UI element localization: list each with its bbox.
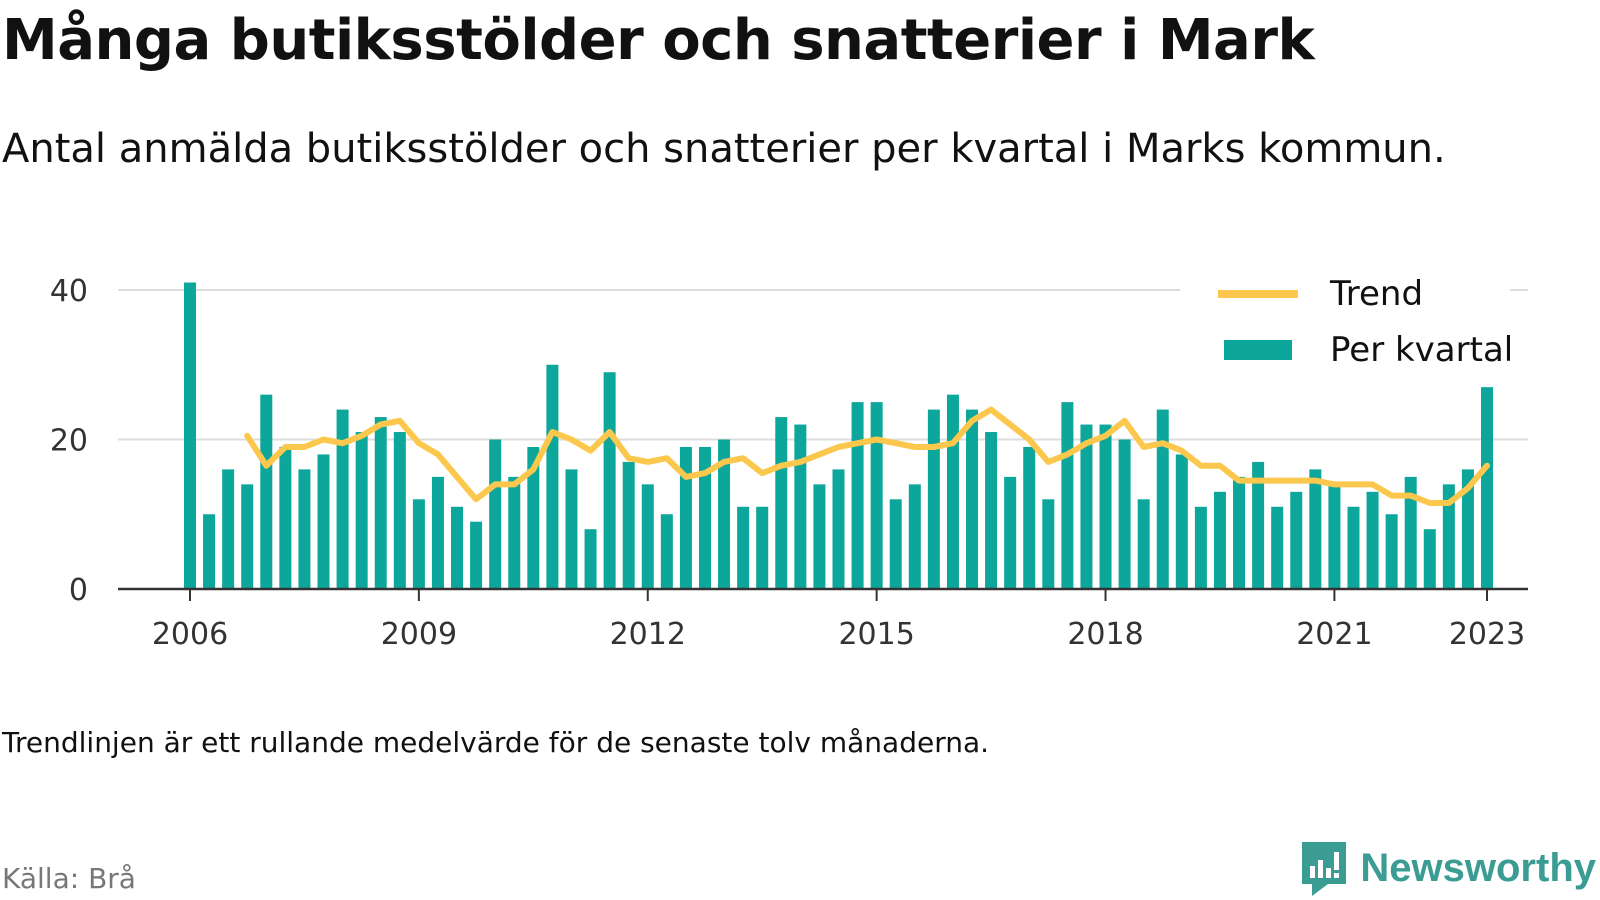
legend-label-per-kvartal: Per kvartal bbox=[1330, 330, 1513, 370]
bar bbox=[698, 446, 711, 589]
bar bbox=[1271, 506, 1284, 589]
bar bbox=[355, 432, 368, 589]
bar bbox=[889, 499, 902, 589]
y-tick-label: 0 bbox=[69, 573, 88, 608]
bar bbox=[393, 432, 406, 589]
y-tick-label: 40 bbox=[50, 274, 88, 309]
x-tick-label: 2006 bbox=[152, 617, 228, 652]
bar bbox=[794, 424, 807, 589]
bar bbox=[966, 409, 979, 589]
bar bbox=[1194, 506, 1207, 589]
line-series-trend bbox=[244, 406, 1490, 506]
bar bbox=[927, 409, 940, 589]
bar bbox=[1366, 491, 1379, 589]
bar bbox=[660, 514, 673, 589]
brand-logo: Newsworthy bbox=[1298, 838, 1596, 898]
bar bbox=[679, 446, 692, 589]
bar bbox=[451, 506, 464, 589]
bar bbox=[1175, 454, 1188, 589]
bar bbox=[1118, 439, 1131, 589]
bar bbox=[431, 476, 444, 589]
trend-line bbox=[244, 406, 1490, 506]
newsworthy-logo-icon bbox=[1302, 842, 1347, 896]
legend-label-trend: Trend bbox=[1329, 274, 1423, 314]
bar bbox=[870, 402, 883, 589]
bar bbox=[527, 446, 540, 589]
bar bbox=[298, 469, 311, 589]
y-tick-label: 20 bbox=[50, 424, 88, 459]
bar bbox=[1404, 476, 1417, 589]
bar bbox=[1004, 476, 1017, 589]
bar bbox=[374, 417, 387, 589]
bar bbox=[336, 409, 349, 589]
bar bbox=[1099, 424, 1112, 589]
bar bbox=[832, 469, 845, 589]
bar bbox=[279, 446, 292, 589]
bar bbox=[1442, 484, 1455, 589]
bar bbox=[489, 439, 502, 589]
bar bbox=[1042, 499, 1055, 589]
axes: 0 20 40 2006 2009 2012 2015 2018 2021 2023 bbox=[50, 274, 1528, 652]
page-subtitle: Antal anmälda butiksstölder och snatteri… bbox=[2, 126, 1446, 172]
bar bbox=[946, 394, 959, 589]
bar bbox=[584, 529, 597, 589]
bar bbox=[203, 514, 216, 589]
bar bbox=[1385, 514, 1398, 589]
page-title: Många butiksstölder och snatterier i Mar… bbox=[2, 8, 1315, 73]
bar bbox=[222, 469, 235, 589]
brand-name: Newsworthy bbox=[1360, 845, 1596, 890]
bar bbox=[813, 484, 826, 589]
bar bbox=[1137, 499, 1150, 589]
bar bbox=[1023, 446, 1036, 589]
bar bbox=[565, 469, 578, 589]
x-tick-label: 2012 bbox=[610, 617, 686, 652]
bar bbox=[756, 506, 769, 589]
bar bbox=[470, 521, 483, 589]
bar bbox=[985, 432, 998, 589]
legend-swatch-per-kvartal bbox=[1224, 340, 1292, 360]
bar bbox=[1290, 491, 1303, 589]
bar bbox=[546, 364, 559, 589]
bar bbox=[737, 506, 750, 589]
bar bbox=[1061, 402, 1074, 589]
bar-series-per-kvartal bbox=[184, 282, 1493, 589]
bar bbox=[851, 402, 864, 589]
bar bbox=[718, 439, 731, 589]
x-tick-label: 2021 bbox=[1296, 617, 1372, 652]
bar bbox=[1328, 484, 1341, 589]
bar bbox=[260, 394, 273, 589]
bar bbox=[1481, 387, 1493, 589]
x-tick-label: 2009 bbox=[381, 617, 457, 652]
bar bbox=[1252, 461, 1265, 589]
bar bbox=[775, 417, 788, 589]
bar bbox=[641, 484, 654, 589]
legend: Trend Per kvartal bbox=[1180, 274, 1513, 370]
footnote: Trendlinjen är ett rullande medelvärde f… bbox=[2, 726, 990, 759]
x-tick-label: 2023 bbox=[1449, 617, 1525, 652]
bar bbox=[317, 454, 330, 589]
bar bbox=[1233, 476, 1246, 589]
bar bbox=[241, 484, 254, 589]
bar bbox=[908, 484, 921, 589]
bar bbox=[1309, 469, 1322, 589]
bar bbox=[603, 372, 616, 589]
bar bbox=[622, 461, 635, 589]
bar bbox=[1347, 506, 1360, 589]
source-credit: Källa: Brå bbox=[2, 862, 136, 895]
bar bbox=[412, 499, 425, 589]
chart: 0 20 40 2006 2009 2012 2015 2018 2021 2023 Trend P… bbox=[50, 274, 1528, 652]
x-tick-label: 2018 bbox=[1067, 617, 1143, 652]
bar bbox=[1156, 409, 1169, 589]
bar bbox=[184, 282, 196, 589]
bar bbox=[1213, 491, 1226, 589]
bar bbox=[508, 476, 521, 589]
bar bbox=[1423, 529, 1436, 589]
bar bbox=[1461, 469, 1474, 589]
x-tick-label: 2015 bbox=[838, 617, 914, 652]
bar bbox=[1080, 424, 1093, 589]
